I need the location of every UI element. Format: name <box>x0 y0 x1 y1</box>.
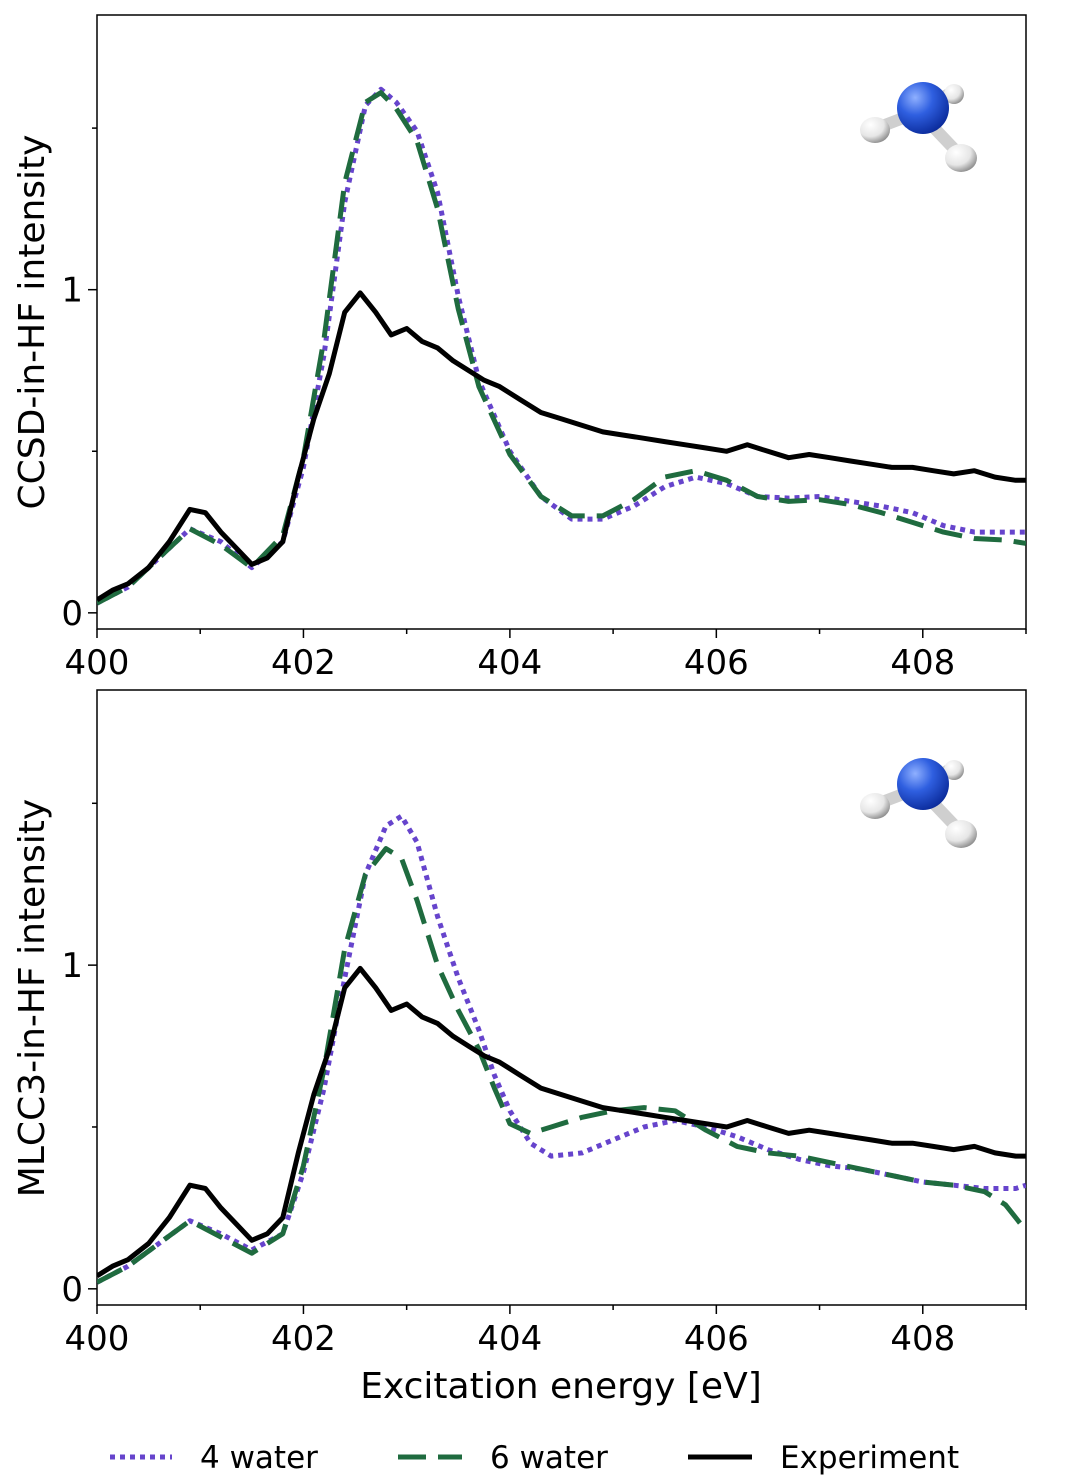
series-layer <box>97 86 1026 606</box>
y-axis: 01 <box>61 127 97 634</box>
y-tick-label: 1 <box>61 946 83 986</box>
x-tick-label: 408 <box>890 643 955 683</box>
y-tick-label: 0 <box>61 594 83 634</box>
series-line-experiment <box>97 290 1026 603</box>
legend: 4 water 6 water Experiment <box>110 1440 959 1476</box>
x-tick-label: 406 <box>684 643 749 683</box>
y-axis-label: CCSD-in-HF intensity <box>12 135 53 510</box>
x-tick-label: 400 <box>65 1319 130 1359</box>
x-tick-label: 404 <box>477 1319 542 1359</box>
series-line-4-water <box>97 86 1026 606</box>
series-layer <box>97 813 1026 1285</box>
series-line-6-water <box>97 90 1026 606</box>
x-axis-label: Excitation energy [eV] <box>360 1366 762 1407</box>
series-line-experiment <box>97 965 1026 1279</box>
legend-label-experiment: Experiment <box>780 1440 959 1476</box>
x-tick-label: 406 <box>684 1319 749 1359</box>
y-tick-label: 0 <box>61 1270 83 1310</box>
plot-frame <box>96 14 1027 630</box>
x-axis: 400 402 404 406 408 <box>65 629 1027 683</box>
ammonia-molecule-icon <box>860 758 977 848</box>
y-tick-label: 1 <box>61 271 83 311</box>
y-axis: 01 <box>61 802 97 1310</box>
plot-frame <box>96 689 1027 1306</box>
series-line-6-water <box>97 846 1026 1285</box>
x-tick-label: 402 <box>271 643 336 683</box>
x-tick-label: 400 <box>65 643 130 683</box>
top-panel: 400 402 404 406 408 01 CCSD-in-HF intensity <box>12 14 1027 683</box>
legend-label-6-water: 6 water <box>490 1440 608 1476</box>
bottom-panel: 400 402 404 406 408 01 MLCC3-in-HF intensity <box>12 689 1027 1359</box>
x-tick-label: 408 <box>890 1319 955 1359</box>
x-tick-label: 404 <box>477 643 542 683</box>
x-axis: 400 402 404 406 408 <box>65 1305 1027 1359</box>
legend-label-4-water: 4 water <box>200 1440 318 1476</box>
x-tick-label: 402 <box>271 1319 336 1359</box>
series-line-4-water <box>97 813 1026 1285</box>
ammonia-molecule-icon <box>860 82 977 172</box>
y-axis-label: MLCC3-in-HF intensity <box>12 799 53 1197</box>
